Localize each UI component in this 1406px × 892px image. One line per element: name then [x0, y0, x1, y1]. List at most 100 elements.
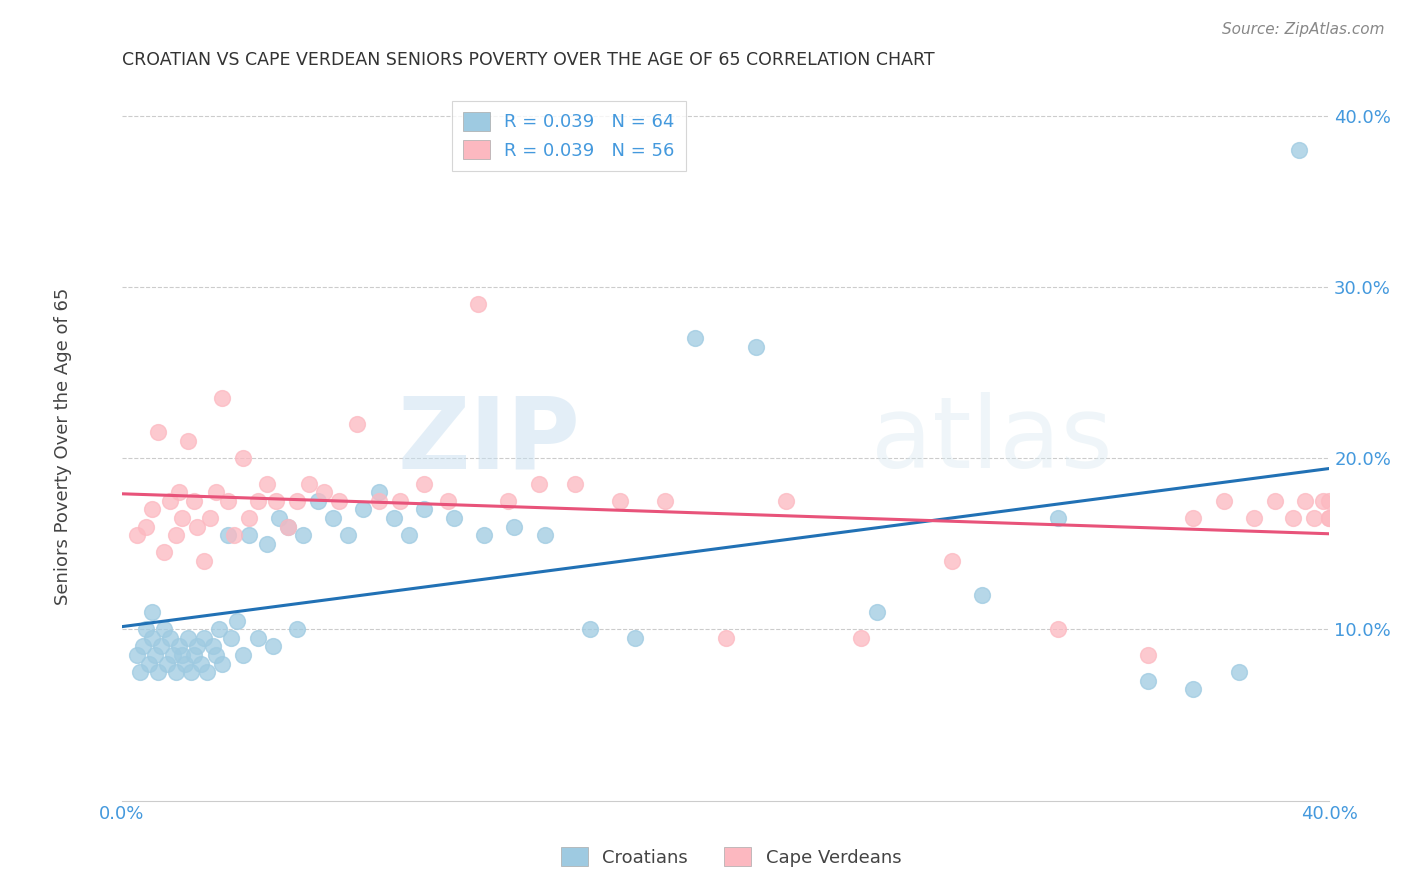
Point: [195, 665, 218, 680]
Point: [346, 417, 368, 431]
Point: [1046, 511, 1069, 525]
Point: [183, 648, 205, 662]
Point: [177, 631, 200, 645]
Point: [941, 554, 963, 568]
Point: [211, 391, 233, 405]
Point: [745, 340, 768, 354]
Legend: R = 0.039   N = 64, R = 0.039   N = 56: R = 0.039 N = 64, R = 0.039 N = 56: [451, 101, 686, 170]
Point: [972, 588, 994, 602]
Point: [1137, 673, 1160, 688]
Point: [314, 485, 336, 500]
Point: [382, 511, 405, 525]
Point: [277, 519, 299, 533]
Point: [156, 657, 179, 671]
Point: [1317, 511, 1340, 525]
Point: [624, 631, 647, 645]
Point: [264, 494, 287, 508]
Point: [579, 623, 602, 637]
Point: [238, 511, 260, 525]
Point: [232, 648, 254, 662]
Point: [267, 511, 290, 525]
Point: [714, 631, 737, 645]
Point: [1212, 494, 1234, 508]
Point: [159, 631, 181, 645]
Point: [328, 494, 350, 508]
Point: [1243, 511, 1265, 525]
Point: [138, 657, 160, 671]
Point: [225, 614, 247, 628]
Point: [1227, 665, 1250, 680]
Point: [564, 476, 586, 491]
Point: [222, 528, 245, 542]
Point: [238, 528, 260, 542]
Point: [865, 605, 887, 619]
Point: [198, 511, 221, 525]
Point: [398, 528, 420, 542]
Point: [337, 528, 360, 542]
Point: [141, 502, 163, 516]
Point: [1317, 511, 1340, 525]
Point: [256, 537, 278, 551]
Point: [246, 494, 269, 508]
Point: [153, 623, 176, 637]
Point: [437, 494, 460, 508]
Point: [1137, 648, 1160, 662]
Point: [148, 425, 170, 440]
Point: [262, 640, 284, 654]
Point: [207, 623, 229, 637]
Point: [1046, 623, 1069, 637]
Point: [143, 648, 166, 662]
Point: [467, 297, 489, 311]
Point: [277, 519, 299, 533]
Point: [174, 657, 197, 671]
Point: [388, 494, 411, 508]
Point: [135, 623, 157, 637]
Point: [141, 605, 163, 619]
Text: CROATIAN VS CAPE VERDEAN SENIORS POVERTY OVER THE AGE OF 65 CORRELATION CHART: CROATIAN VS CAPE VERDEAN SENIORS POVERTY…: [122, 51, 935, 69]
Point: [503, 519, 526, 533]
Text: Seniors Poverty Over the Age of 65: Seniors Poverty Over the Age of 65: [55, 287, 72, 605]
Point: [472, 528, 495, 542]
Point: [165, 528, 187, 542]
Point: [498, 494, 520, 508]
Point: [127, 528, 149, 542]
Point: [211, 657, 233, 671]
Point: [148, 665, 170, 680]
Point: [292, 528, 315, 542]
Legend: Croatians, Cape Verdeans: Croatians, Cape Verdeans: [554, 840, 908, 874]
Point: [851, 631, 873, 645]
Point: [217, 494, 239, 508]
Point: [775, 494, 797, 508]
Point: [162, 648, 184, 662]
Point: [204, 485, 226, 500]
Point: [204, 648, 226, 662]
Point: [219, 631, 242, 645]
Point: [353, 502, 375, 516]
Point: [172, 648, 194, 662]
Point: [193, 554, 215, 568]
Point: [443, 511, 465, 525]
Point: [654, 494, 676, 508]
Point: [186, 519, 208, 533]
Point: [367, 485, 389, 500]
Point: [256, 476, 278, 491]
Point: [159, 494, 181, 508]
Point: [172, 511, 194, 525]
Point: [180, 665, 202, 680]
Point: [193, 631, 215, 645]
Point: [1282, 511, 1305, 525]
Point: [285, 623, 308, 637]
Point: [246, 631, 269, 645]
Point: [177, 434, 200, 448]
Point: [165, 665, 187, 680]
Point: [527, 476, 550, 491]
Point: [412, 476, 434, 491]
Point: [217, 528, 239, 542]
Point: [1317, 494, 1340, 508]
Point: [186, 640, 208, 654]
Text: Source: ZipAtlas.com: Source: ZipAtlas.com: [1222, 22, 1385, 37]
Point: [135, 519, 157, 533]
Point: [153, 545, 176, 559]
Text: ZIP: ZIP: [398, 392, 581, 490]
Point: [150, 640, 173, 654]
